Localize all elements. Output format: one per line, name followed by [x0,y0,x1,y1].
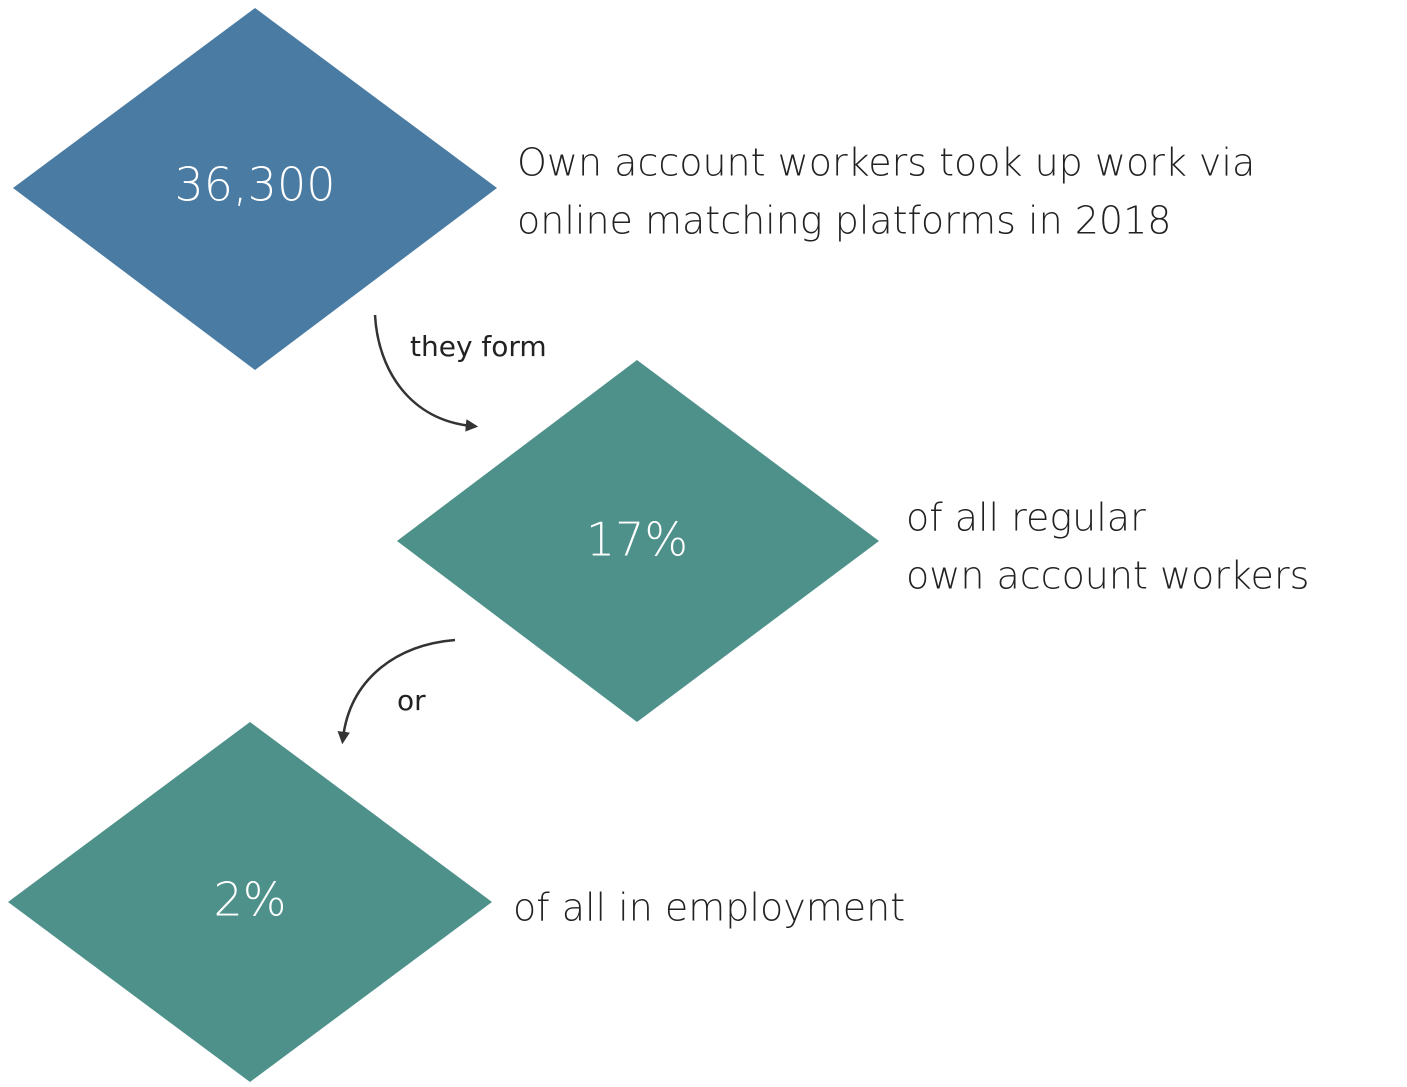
node-label: Own account workers took up work via [517,141,1255,185]
node-value: 2% [214,873,287,927]
diamond [13,8,497,370]
node-value: 17% [586,513,688,567]
arrow [373,314,479,432]
node-label: own account workers [906,554,1309,598]
diamond [8,722,492,1082]
node-value: 36,300 [175,158,336,212]
node-label: online matching platforms in 2018 [517,199,1171,243]
diamond [397,360,879,722]
node-label: of all in employment [513,886,905,930]
connector-label: they form [410,330,547,363]
node-label: of all regular [906,496,1146,540]
connector-label: or [397,684,426,717]
arrow [337,638,456,745]
